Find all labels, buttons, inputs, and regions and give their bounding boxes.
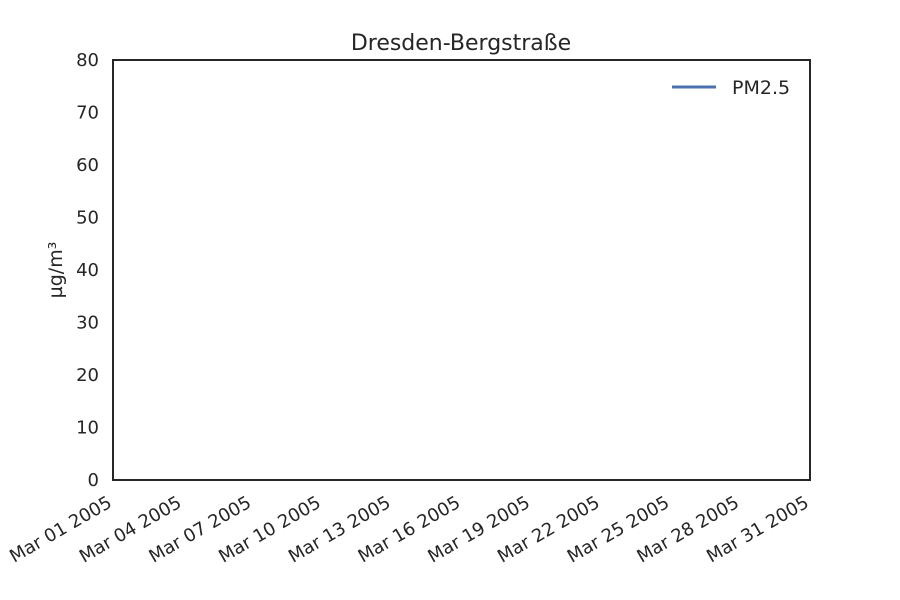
y-tick-label: 60 [76, 155, 99, 176]
legend-label: PM2.5 [732, 77, 790, 99]
y-tick-label: 80 [76, 50, 99, 71]
y-tick-label: 40 [76, 260, 99, 281]
y-tick-label: 70 [76, 103, 99, 124]
y-tick-label: 20 [76, 365, 99, 386]
plot-frame [112, 59, 811, 481]
chart-title: Dresden-Bergstraße [351, 31, 571, 56]
y-tick-label: 50 [76, 208, 99, 229]
y-axis-label: µg/m³ [45, 242, 67, 299]
y-tick-label: 30 [76, 313, 99, 334]
y-axis-ticks: 0 10 20 30 40 50 60 70 80 [76, 50, 99, 491]
y-tick-label: 0 [88, 470, 99, 491]
y-tick-label: 10 [76, 418, 99, 439]
legend: PM2.5 [672, 77, 790, 99]
